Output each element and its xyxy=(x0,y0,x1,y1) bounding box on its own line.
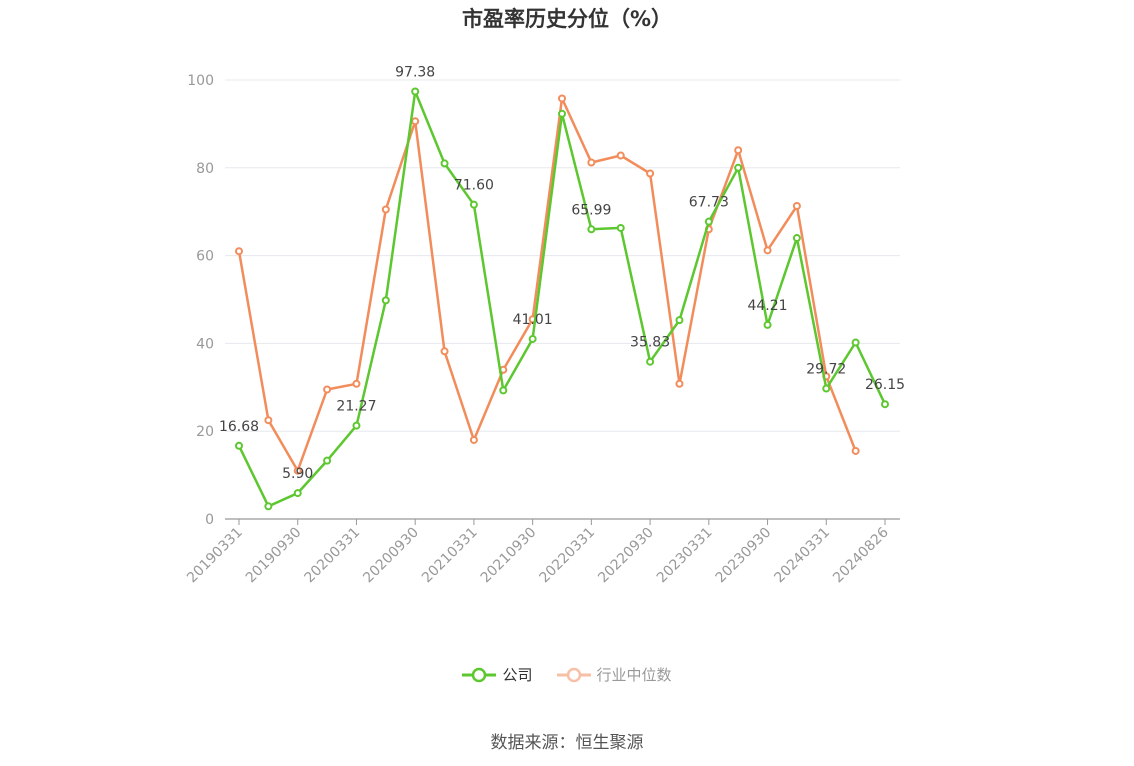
data-label-20240826: 26.15 xyxy=(865,377,905,393)
y-axis-tick-labels: 0 20 40 60 80 100 xyxy=(187,73,214,528)
series-0-point-20200630[interactable] xyxy=(381,296,390,305)
data-label-20200331: 21.27 xyxy=(336,399,376,415)
series-0-point-20220930[interactable] xyxy=(646,357,655,366)
data-labels: 16.68 5.90 21.27 97.38 71.60 41.01 65.99 35.83 6… xyxy=(219,65,905,483)
series-line-1 xyxy=(237,97,857,472)
series-1-point-20190331[interactable] xyxy=(235,247,243,256)
series-1-point-20221231[interactable] xyxy=(675,379,684,388)
legend: 公司 行业中位数 xyxy=(0,664,1134,685)
x-tick-label-20190930: 20190930 xyxy=(243,525,305,587)
series-1-point-20200331[interactable] xyxy=(352,379,361,388)
data-label-20220930: 35.83 xyxy=(630,335,670,351)
x-tick-label-20200930: 20200930 xyxy=(360,525,422,587)
data-label-20210930: 41.01 xyxy=(513,312,553,328)
series-0-point-20190630[interactable] xyxy=(264,502,273,511)
legend-item-industry[interactable]: 行业中位数 xyxy=(556,664,672,685)
series-1-point-20200630[interactable] xyxy=(381,205,390,214)
series-1-point-20211231[interactable] xyxy=(558,94,566,103)
x-tick-label-20190331: 20190331 xyxy=(184,525,246,587)
x-tick-label-20220331: 20220331 xyxy=(536,525,598,587)
series-0-point-20220630[interactable] xyxy=(616,223,625,232)
series-0-point-20210331[interactable] xyxy=(469,200,478,209)
series-0-point-20210630[interactable] xyxy=(499,386,508,395)
legend-item-company[interactable]: 公司 xyxy=(462,664,533,685)
series-0-point-20190331[interactable] xyxy=(235,441,243,450)
x-tick-label-20200331: 20200331 xyxy=(302,525,364,587)
series-1-point-20220331[interactable] xyxy=(587,158,596,167)
y-tick-label-0: 0 xyxy=(205,512,214,528)
series-1-point-20201231[interactable] xyxy=(440,347,449,356)
series-1-point-20220930[interactable] xyxy=(646,169,655,178)
legend-line-marker-industry-icon xyxy=(556,667,591,682)
series-0-point-20221231[interactable] xyxy=(675,316,684,325)
series-1-point-20230930[interactable] xyxy=(763,246,772,255)
data-label-20210331: 71.60 xyxy=(454,178,494,194)
series-1-point-20210331[interactable] xyxy=(469,435,478,444)
x-tick-label-20230331: 20230331 xyxy=(654,525,716,587)
series-0-point-20220331[interactable] xyxy=(587,225,596,234)
x-tick-label-20240826: 20240826 xyxy=(830,524,892,586)
series-0-point-20200331[interactable] xyxy=(352,421,361,430)
legend-line-marker-company-icon xyxy=(462,667,497,682)
series-0-point-20240331[interactable] xyxy=(822,384,831,393)
series-0-point-20211231[interactable] xyxy=(558,109,566,118)
x-tick-label-20210331: 20210331 xyxy=(419,525,481,587)
data-label-20190930: 5.90 xyxy=(282,466,313,482)
series-0-point-20230930[interactable] xyxy=(763,320,772,329)
series-1-point-20231231[interactable] xyxy=(792,201,801,210)
series-0-point-20240826[interactable] xyxy=(881,400,889,409)
series-0 xyxy=(235,87,889,511)
series-line-0 xyxy=(237,90,887,508)
series-0-point-20210930[interactable] xyxy=(528,334,537,343)
legend-label-industry: 行业中位数 xyxy=(596,666,672,684)
data-label-20230331: 67.73 xyxy=(689,195,729,211)
series-1-point-20200930[interactable] xyxy=(411,117,420,126)
data-label-20240331: 29.72 xyxy=(806,362,846,378)
x-tick-label-20230930: 20230930 xyxy=(713,525,775,587)
series-0-point-20201231[interactable] xyxy=(440,159,449,168)
series-1-point-20230630[interactable] xyxy=(734,146,743,155)
data-label-20190331: 16.68 xyxy=(219,419,259,435)
x-tick-label-20210930: 20210930 xyxy=(478,525,540,587)
series-0-point-20191231[interactable] xyxy=(323,456,332,465)
y-tick-label-80: 80 xyxy=(196,161,214,177)
series-1-point-20190630[interactable] xyxy=(264,416,273,425)
series-0-point-20190930[interactable] xyxy=(293,489,302,498)
series-1-point-20191231[interactable] xyxy=(323,385,332,394)
chart-title: 市盈率历史分位（%） xyxy=(461,7,673,31)
x-tick-label-20240331: 20240331 xyxy=(771,525,833,587)
series-0-point-20230331[interactable] xyxy=(704,217,713,226)
series-1-point-20220630[interactable] xyxy=(616,151,625,160)
x-axis: 2019033120190930202003312020093020210331… xyxy=(184,518,900,587)
grid-lines xyxy=(225,79,900,432)
y-tick-label-20: 20 xyxy=(196,424,214,440)
y-tick-label-40: 40 xyxy=(196,336,214,352)
data-label-20220331: 65.99 xyxy=(571,202,611,218)
series-1 xyxy=(235,94,860,475)
series-0-point-20231231[interactable] xyxy=(792,234,801,243)
y-tick-label-100: 100 xyxy=(187,73,214,89)
x-tick-label-20220930: 20220930 xyxy=(595,525,657,587)
series-0-point-20230630[interactable] xyxy=(734,163,743,172)
series-0-point-20200930[interactable] xyxy=(411,87,420,96)
data-label-20230930: 44.21 xyxy=(747,298,787,314)
legend-label-company: 公司 xyxy=(502,666,533,684)
series-1-point-20190930[interactable] xyxy=(293,466,302,475)
series-1-point-20240630[interactable] xyxy=(851,446,860,455)
data-label-20200930: 97.38 xyxy=(395,65,435,81)
data-source-note: 数据来源：恒生聚源 xyxy=(490,733,644,753)
y-tick-label-60: 60 xyxy=(196,249,214,265)
series-lines xyxy=(235,87,889,511)
series-0-point-20240630[interactable] xyxy=(851,338,860,347)
